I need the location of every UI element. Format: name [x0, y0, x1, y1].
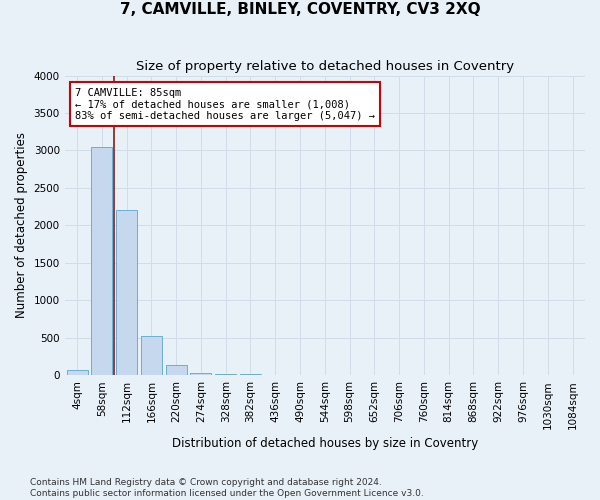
Bar	[215, 374, 236, 375]
Bar	[240, 374, 261, 375]
Bar	[116, 210, 137, 375]
Title: Size of property relative to detached houses in Coventry: Size of property relative to detached ho…	[136, 60, 514, 73]
Text: Contains HM Land Registry data © Crown copyright and database right 2024.
Contai: Contains HM Land Registry data © Crown c…	[30, 478, 424, 498]
Text: 7, CAMVILLE, BINLEY, COVENTRY, CV3 2XQ: 7, CAMVILLE, BINLEY, COVENTRY, CV3 2XQ	[119, 2, 481, 18]
Bar	[190, 373, 211, 375]
Y-axis label: Number of detached properties: Number of detached properties	[15, 132, 28, 318]
X-axis label: Distribution of detached houses by size in Coventry: Distribution of detached houses by size …	[172, 437, 478, 450]
Bar	[141, 336, 162, 375]
Bar	[67, 370, 88, 375]
Bar	[91, 146, 112, 375]
Text: 7 CAMVILLE: 85sqm
← 17% of detached houses are smaller (1,008)
83% of semi-detac: 7 CAMVILLE: 85sqm ← 17% of detached hous…	[75, 88, 375, 120]
Bar	[166, 366, 187, 375]
